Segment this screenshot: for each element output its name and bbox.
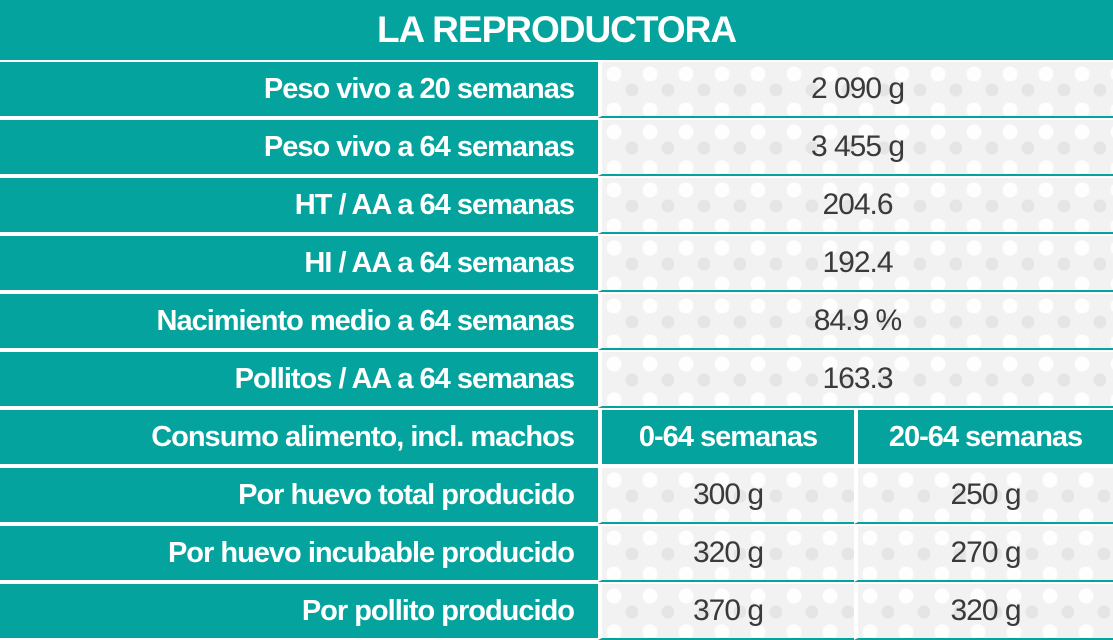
row-label: Por huevo incubable producido (0, 526, 598, 582)
table-row: Peso vivo a 64 semanas 3 455 g (0, 120, 1113, 176)
row-value-20-64: 270 g (854, 526, 1113, 582)
table-row: Peso vivo a 20 semanas 2 090 g (0, 62, 1113, 118)
row-label: Peso vivo a 64 semanas (0, 120, 598, 176)
row-label: Por huevo total producido (0, 468, 598, 524)
row-value: 192.4 (598, 236, 1113, 292)
table-row: Por huevo incubable producido 320 g 270 … (0, 526, 1113, 582)
table-row: Por pollito producido 370 g 320 g (0, 584, 1113, 640)
row-label: Por pollito producido (0, 584, 598, 640)
table-row: HT / AA a 64 semanas 204.6 (0, 178, 1113, 234)
row-label: HT / AA a 64 semanas (0, 178, 598, 234)
row-value: 163.3 (598, 352, 1113, 408)
row-label: Pollitos / AA a 64 semanas (0, 352, 598, 408)
row-value-20-64: 250 g (854, 468, 1113, 524)
row-label: Peso vivo a 20 semanas (0, 62, 598, 118)
column-header-0-64: 0-64 semanas (598, 410, 854, 466)
row-value-0-64: 300 g (598, 468, 854, 524)
table-row: Por huevo total producido 300 g 250 g (0, 468, 1113, 524)
column-header-20-64: 20-64 semanas (854, 410, 1113, 466)
row-value-0-64: 320 g (598, 526, 854, 582)
row-label: Nacimiento medio a 64 semanas (0, 294, 598, 350)
row-value: 84.9 % (598, 294, 1113, 350)
row-value: 2 090 g (598, 62, 1113, 118)
feed-header-row: Consumo alimento, incl. machos 0-64 sema… (0, 410, 1113, 466)
row-label: HI / AA a 64 semanas (0, 236, 598, 292)
row-value-0-64: 370 g (598, 584, 854, 640)
row-value-20-64: 320 g (854, 584, 1113, 640)
table-row: Pollitos / AA a 64 semanas 163.3 (0, 352, 1113, 408)
row-value: 3 455 g (598, 120, 1113, 176)
table-title: LA REPRODUCTORA (0, 0, 1113, 60)
table-row: Nacimiento medio a 64 semanas 84.9 % (0, 294, 1113, 350)
row-value: 204.6 (598, 178, 1113, 234)
feed-header-label: Consumo alimento, incl. machos (0, 410, 598, 466)
table-row: HI / AA a 64 semanas 192.4 (0, 236, 1113, 292)
